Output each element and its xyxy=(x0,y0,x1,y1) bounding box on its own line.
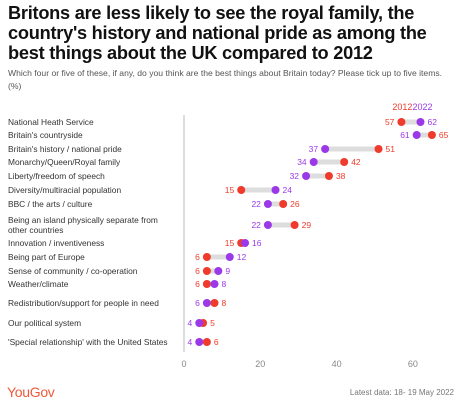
category-label: Monarchy/Queen/Royal family xyxy=(8,157,121,167)
yougov-logo: YouGov xyxy=(7,384,55,400)
dot-2022 xyxy=(412,131,421,139)
value-label-2012: 6 xyxy=(195,266,200,276)
dot-2022 xyxy=(195,338,204,346)
category-label: 'Special relationship' with the United S… xyxy=(8,337,168,347)
dot-2012 xyxy=(237,186,246,194)
value-label-2012: 6 xyxy=(214,337,219,347)
dot-2022 xyxy=(302,172,311,180)
dot-2012 xyxy=(202,253,211,261)
value-label-2012: 6 xyxy=(195,279,200,289)
value-label-2022: 6 xyxy=(195,298,200,308)
value-label-2022: 34 xyxy=(297,157,307,167)
value-label-2012: 8 xyxy=(222,298,227,308)
dot-2022 xyxy=(309,158,318,166)
value-label-2022: 62 xyxy=(427,117,437,127)
x-tick-label: 60 xyxy=(408,359,418,369)
value-label-2022: 8 xyxy=(222,279,227,289)
value-label-2022: 4 xyxy=(188,337,193,347)
value-label-2012: 15 xyxy=(225,238,235,248)
value-label-2012: 51 xyxy=(386,144,396,154)
x-tick-label: 40 xyxy=(332,359,342,369)
category-label: Sense of community / co-operation xyxy=(8,266,138,276)
dot-2022 xyxy=(271,186,280,194)
category-label: Innovation / inventiveness xyxy=(8,238,104,248)
category-label: Liberty/freedom of speech xyxy=(8,171,105,181)
value-label-2022: 22 xyxy=(251,220,261,230)
value-label-2022: 24 xyxy=(283,185,293,195)
dot-2022 xyxy=(321,145,330,153)
value-label-2012: 42 xyxy=(351,157,361,167)
dot-2012 xyxy=(202,267,211,275)
value-label-2022: 4 xyxy=(188,318,193,328)
dot-2012 xyxy=(397,118,406,126)
dot-2022 xyxy=(195,319,204,327)
value-label-2022: 12 xyxy=(237,252,247,262)
value-label-2012: 29 xyxy=(302,220,312,230)
value-label-2022: 37 xyxy=(309,144,319,154)
legend-2022: 2022 xyxy=(412,102,432,112)
category-label: BBC / the arts / culture xyxy=(8,199,93,209)
dot-2012 xyxy=(374,145,383,153)
dot-2012 xyxy=(290,221,299,229)
legend-2012: 2012 xyxy=(392,102,412,112)
x-tick-label: 0 xyxy=(181,359,186,369)
value-label-2012: 26 xyxy=(290,199,300,209)
category-label: Being an island physically separate from… xyxy=(8,215,158,235)
dot-2022 xyxy=(202,299,211,307)
category-label: Diversity/multiracial population xyxy=(8,185,121,195)
value-label-2022: 32 xyxy=(290,171,300,181)
category-label: Redistribution/support for people in nee… xyxy=(8,298,159,308)
dot-2022 xyxy=(214,267,223,275)
chart-subtitle: Which four or five of these, if any, do … xyxy=(8,68,443,91)
category-label: Weather/climate xyxy=(8,279,69,289)
value-label-2022: 16 xyxy=(252,238,262,248)
value-label-2022: 9 xyxy=(225,266,230,276)
category-label: Britain's history / national pride xyxy=(8,144,122,154)
dot-2012 xyxy=(210,299,219,307)
category-label: Britain's countryside xyxy=(8,130,83,140)
chart-title: Britons are less likely to see the royal… xyxy=(8,3,427,63)
value-label-2022: 61 xyxy=(400,130,410,140)
value-label-2012: 57 xyxy=(385,117,395,127)
category-label: National Heath Service xyxy=(8,117,94,127)
dot-2022 xyxy=(210,280,219,288)
dot-2012 xyxy=(340,158,349,166)
value-label-2012: 15 xyxy=(225,185,235,195)
dot-2012 xyxy=(202,338,211,346)
value-label-2012: 6 xyxy=(195,252,200,262)
dot-2012 xyxy=(202,280,211,288)
category-label: Being part of Europe xyxy=(8,252,85,262)
dot-2022 xyxy=(416,118,425,126)
category-label: Our political system xyxy=(8,318,81,328)
dot-2022 xyxy=(241,239,250,247)
dot-2012 xyxy=(324,172,333,180)
latest-data-note: Latest data: 18- 19 May 2022 xyxy=(349,388,454,397)
value-label-2012: 38 xyxy=(336,171,346,181)
dot-2022 xyxy=(225,253,234,261)
value-label-2012: 5 xyxy=(210,318,215,328)
value-label-2012: 65 xyxy=(439,130,449,140)
x-tick-label: 20 xyxy=(255,359,265,369)
dot-2012 xyxy=(279,200,288,208)
value-label-2022: 22 xyxy=(251,199,261,209)
dot-2012 xyxy=(427,131,436,139)
dot-2022 xyxy=(263,221,272,229)
dot-2022 xyxy=(263,200,272,208)
